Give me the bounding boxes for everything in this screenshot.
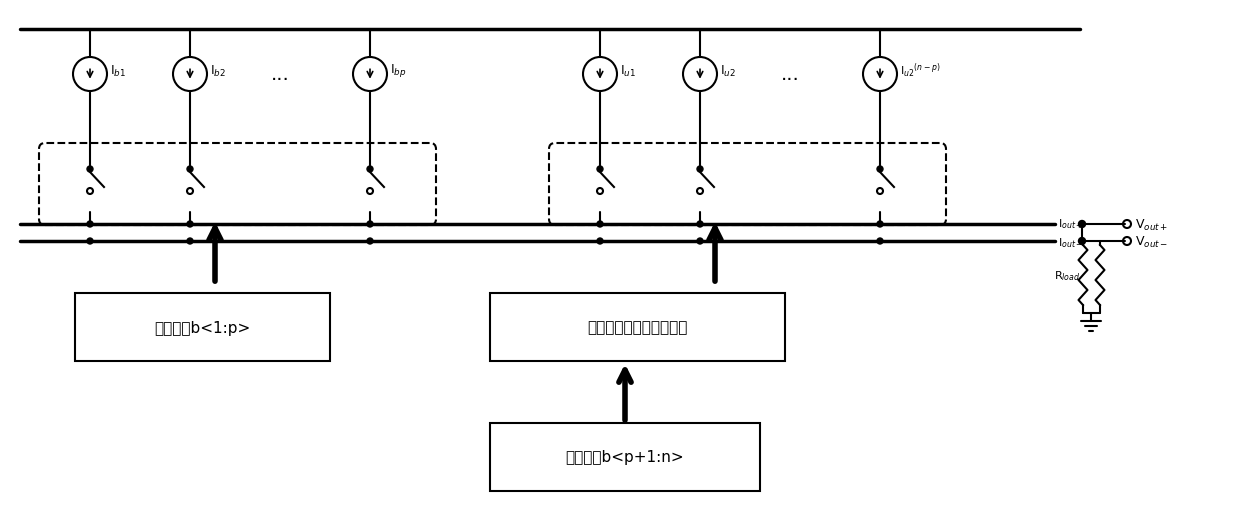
Circle shape bbox=[697, 166, 703, 173]
Circle shape bbox=[87, 166, 93, 173]
Circle shape bbox=[596, 239, 603, 244]
Text: I$_{b2}$: I$_{b2}$ bbox=[210, 63, 226, 78]
Circle shape bbox=[367, 166, 373, 173]
Circle shape bbox=[187, 221, 193, 228]
FancyBboxPatch shape bbox=[490, 423, 760, 491]
Text: I$_{u2}$$^{(n-p)}$: I$_{u2}$$^{(n-p)}$ bbox=[900, 62, 940, 80]
Circle shape bbox=[367, 239, 373, 244]
Text: R$_{load}$: R$_{load}$ bbox=[1054, 269, 1080, 282]
Circle shape bbox=[187, 166, 193, 173]
Text: 二进制到温度计码译码器: 二进制到温度计码译码器 bbox=[588, 320, 688, 335]
Text: I$_{u1}$: I$_{u1}$ bbox=[620, 63, 636, 78]
Text: 二进制码b<1:p>: 二进制码b<1:p> bbox=[154, 320, 250, 335]
Text: ...: ... bbox=[781, 65, 800, 84]
Circle shape bbox=[87, 239, 93, 244]
Text: I$_{bp}$: I$_{bp}$ bbox=[391, 63, 407, 79]
Circle shape bbox=[877, 221, 883, 228]
Circle shape bbox=[877, 239, 883, 244]
Text: V$_{out-}$: V$_{out-}$ bbox=[1135, 234, 1168, 249]
Circle shape bbox=[187, 239, 193, 244]
Text: 二进制码b<p+1:n>: 二进制码b<p+1:n> bbox=[565, 449, 684, 465]
Circle shape bbox=[697, 221, 703, 228]
Text: ...: ... bbox=[270, 65, 289, 84]
Text: I$_{out-}$: I$_{out-}$ bbox=[1058, 236, 1084, 249]
Text: I$_{b1}$: I$_{b1}$ bbox=[110, 63, 126, 78]
Circle shape bbox=[1079, 238, 1085, 245]
Circle shape bbox=[697, 239, 703, 244]
FancyBboxPatch shape bbox=[74, 293, 330, 361]
Text: I$_{out+}$: I$_{out+}$ bbox=[1058, 217, 1084, 231]
Circle shape bbox=[1079, 221, 1085, 228]
Text: V$_{out+}$: V$_{out+}$ bbox=[1135, 217, 1168, 232]
Circle shape bbox=[87, 221, 93, 228]
Circle shape bbox=[596, 166, 603, 173]
FancyBboxPatch shape bbox=[490, 293, 785, 361]
Text: I$_{u2}$: I$_{u2}$ bbox=[720, 63, 737, 78]
Circle shape bbox=[877, 166, 883, 173]
Circle shape bbox=[596, 221, 603, 228]
Circle shape bbox=[367, 221, 373, 228]
